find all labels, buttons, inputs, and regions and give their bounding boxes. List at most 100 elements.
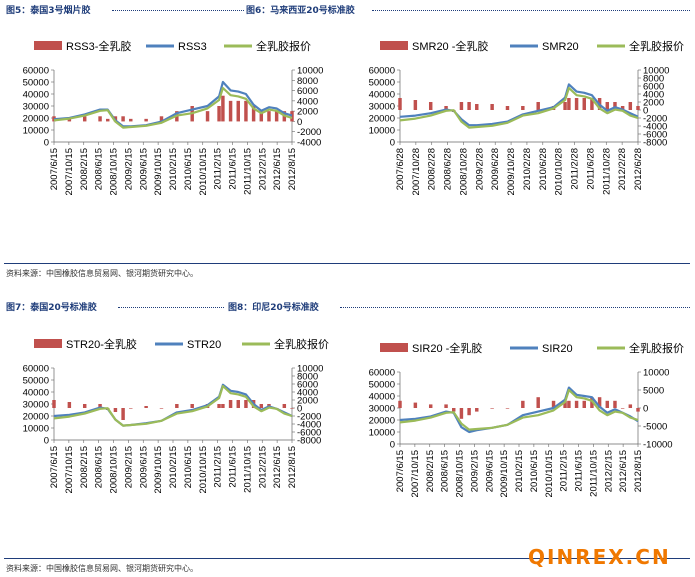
x-tick-label: 2011/10/28 [601, 148, 612, 195]
x-tick-label: 2010/2/15 [514, 450, 525, 492]
spread-bar [574, 400, 579, 408]
legend-swatch [34, 41, 62, 50]
y-right-tick-label: 10000 [297, 66, 323, 77]
legend: STR20-全乳胶 STR20 全乳胶报价 [34, 337, 329, 351]
spread-bar [582, 400, 586, 408]
spread-bar [567, 98, 571, 110]
x-tick-label: 2012/2/15 [257, 446, 268, 488]
spread-bar [129, 118, 133, 122]
x-tick-label: 2011/10/15 [242, 148, 253, 195]
x-tick-label: 2012/6/15 [618, 450, 629, 492]
spread-bar [620, 106, 625, 110]
spread-bar [159, 408, 164, 409]
figure-title-6: 图6：马来西亚20号标准胶 [246, 6, 355, 16]
x-tick-label: 2008/2/15 [425, 450, 436, 492]
figure-title-7: 图7：泰国20号标准胶 [6, 303, 97, 313]
x-tick-label: 2007/6/15 [49, 446, 60, 488]
spread-bar [563, 102, 567, 110]
x-tick-label: 2009/2/28 [474, 148, 485, 190]
x-tick-label: 2008/10/15 [109, 446, 120, 494]
spread-bar [52, 400, 56, 408]
y-right-tick-label: 4000 [297, 388, 318, 399]
spread-bar [551, 400, 556, 408]
spread-bar [428, 404, 433, 408]
x-tick-label: 2011/2/15 [559, 450, 570, 492]
legend-label: SMR20 -全乳胶 [412, 39, 488, 53]
source-note: 资料来源：中国橡胶信息贸易网、银河期货研究中心。 [6, 564, 198, 573]
legend-label: 全乳胶报价 [629, 341, 684, 355]
x-tick-label: 2008/10/15 [109, 148, 120, 196]
y-right-tick-label: 2000 [297, 107, 318, 118]
x-tick-label: 2012/6/15 [272, 446, 283, 488]
spread-bar [613, 400, 617, 408]
x-tick-label: 2009/10/28 [506, 148, 517, 196]
x-tick-label: 2010/6/15 [529, 450, 540, 492]
spread-bar [536, 102, 540, 110]
y-left-tick-label: 10000 [23, 424, 49, 435]
y-right-tick-label: 10000 [643, 368, 669, 379]
legend: RSS3-全乳胶 RSS3 全乳胶报价 [34, 39, 311, 53]
spread-bar [574, 98, 579, 110]
y-left-tick-label: 40000 [369, 90, 395, 101]
y-left-tick-label: 10000 [369, 126, 395, 137]
y-right-tick-label: -8000 [297, 436, 321, 447]
y-right-tick-label: 0 [297, 404, 302, 415]
y-right-tick-label: 0 [643, 404, 648, 415]
legend-swatch [380, 343, 408, 352]
x-tick-label: 2011/10/15 [242, 446, 253, 493]
y-left-tick-label: 20000 [369, 416, 395, 427]
spread-bar [259, 404, 264, 408]
x-tick-label: 2008/10/15 [455, 450, 466, 498]
x-tick-label: 2012/6/15 [272, 148, 283, 190]
legend-label: STR20-全乳胶 [66, 337, 137, 351]
x-tick-label: 2011/6/28 [585, 148, 596, 190]
spread-bar [413, 100, 418, 110]
section-divider [4, 558, 690, 559]
x-tick-label: 2007/10/15 [64, 446, 75, 494]
x-tick-label: 2008/6/15 [94, 148, 105, 190]
x-tick-label: 2012/6/28 [633, 148, 644, 190]
figure-title-8: 图8：印尼20号标准胶 [228, 303, 319, 313]
x-tick-label: 2009/10/15 [153, 446, 164, 494]
spread-bar [505, 408, 510, 409]
x-tick-label: 2007/6/15 [395, 450, 406, 492]
x-tick-label: 2010/2/15 [168, 446, 179, 488]
y-left-tick-label: 30000 [23, 400, 49, 411]
x-tick-label: 2011/6/15 [228, 148, 239, 190]
x-tick-label: 2009/6/28 [490, 148, 501, 190]
spread-bar [205, 111, 210, 122]
legend-label: STR20 [187, 339, 221, 351]
spread-bar [444, 106, 448, 110]
y-left-tick-label: 20000 [369, 114, 395, 125]
x-tick-label: 2012/8/15 [287, 446, 298, 488]
x-tick-label: 2010/6/28 [538, 148, 549, 190]
title-divider [340, 307, 690, 308]
y-left-tick-label: 20000 [23, 114, 49, 125]
x-tick-label: 2010/6/15 [183, 446, 194, 488]
y-right-tick-label: -4000 [643, 122, 667, 133]
spread-bar [398, 98, 402, 110]
x-tick-label: 2012/2/15 [603, 450, 614, 492]
x-tick-label: 2011/6/15 [228, 446, 239, 488]
spread-bar [121, 116, 125, 122]
y-left-tick-label: 40000 [23, 90, 49, 101]
spread-bar [490, 408, 494, 409]
spread-bar [505, 106, 510, 110]
spread-bar [475, 104, 479, 110]
spread-bar [282, 404, 287, 408]
x-tick-label: 2009/6/15 [138, 446, 149, 488]
y-right-tick-label: -2000 [297, 127, 321, 138]
spread-bar [113, 408, 118, 412]
y-right-tick-label: -6000 [643, 130, 667, 141]
spread-bar [82, 116, 87, 122]
y-right-tick-label: 8000 [643, 74, 664, 85]
chart-str20: STR20-全乳胶 STR20 全乳胶报价010000200003000040000… [23, 337, 329, 494]
x-tick-label: 2009/2/15 [123, 148, 134, 190]
figure-title-5: 图5：泰国3号烟片胶 [6, 6, 91, 16]
x-tick-label: 2010/2/15 [168, 148, 179, 190]
x-tick-label: 2010/6/15 [183, 148, 194, 190]
spread-bar [106, 118, 110, 122]
y-right-tick-label: 2000 [643, 98, 664, 109]
x-tick-label: 2010/10/28 [554, 148, 565, 196]
spread-bar [521, 400, 525, 408]
